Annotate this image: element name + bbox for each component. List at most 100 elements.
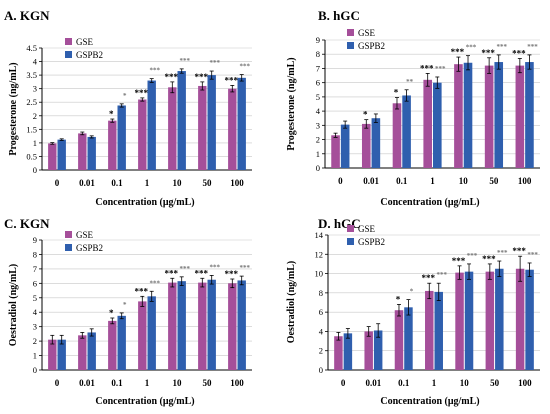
bar-gse (78, 133, 87, 170)
significance-stars: *** (135, 286, 149, 296)
y-tick-label: 1 (33, 138, 37, 148)
bar-gspb2 (464, 271, 474, 370)
significance-stars: *** (239, 264, 250, 272)
bar-gse (485, 271, 495, 370)
bar-gspb2 (237, 280, 246, 370)
legend-label: GSPB2 (358, 41, 385, 51)
bar-gspb2 (57, 139, 66, 170)
x-tick-label: 100 (230, 378, 244, 388)
bar-gse (168, 87, 177, 170)
y-tick-label: 6 (33, 278, 37, 288)
legend-swatch-gspb2 (65, 51, 72, 58)
y-tick-label: 0 (33, 365, 37, 375)
x-tick-label: 0.1 (111, 178, 123, 188)
y-tick-label: 1.5 (26, 124, 37, 134)
significance-stars: *** (436, 271, 447, 279)
x-tick-label: 0.01 (366, 378, 382, 388)
panel-title: D. hGC (318, 216, 361, 231)
x-tick-label: 0.01 (79, 378, 95, 388)
bar-gspb2 (237, 77, 246, 170)
bar-gse (78, 335, 87, 370)
bar-gspb2 (340, 124, 350, 168)
significance-stars: *** (451, 47, 465, 57)
bar-gse (228, 283, 237, 370)
x-tick-label: 1 (430, 176, 435, 186)
significance-stars: *** (482, 254, 496, 264)
y-tick-label: 6 (316, 78, 320, 88)
significance-stars: *** (195, 72, 209, 82)
x-tick-label: 10 (173, 178, 183, 188)
y-tick-label: 4 (33, 57, 38, 67)
bar-gspb2 (87, 332, 96, 370)
legend-label: GSE (358, 224, 376, 234)
bar-gse (228, 88, 237, 170)
x-tick-label: 1 (145, 378, 150, 388)
y-tick-label: 0 (319, 365, 323, 375)
y-tick-label: 6 (319, 307, 323, 317)
y-tick-label: 0 (316, 163, 320, 173)
y-axis-label: Progesterone (ng/mL) (286, 57, 297, 150)
significance-stars: *** (179, 57, 190, 65)
y-tick-label: 8 (316, 49, 320, 59)
significance-stars: *** (481, 48, 495, 58)
bar-gspb2 (525, 269, 534, 370)
y-tick-label: 2 (33, 336, 37, 346)
x-tick-label: 0.1 (396, 176, 408, 186)
significance-stars: *** (195, 268, 209, 278)
legend-label: GSE (358, 28, 376, 38)
bar-gspb2 (494, 62, 504, 168)
x-tick-label: 10 (173, 378, 183, 388)
significance-stars: *** (209, 263, 220, 271)
x-tick-label: 0.1 (111, 378, 123, 388)
y-tick-label: 2.5 (26, 97, 37, 107)
x-tick-label: 50 (203, 178, 213, 188)
y-tick-label: 3 (33, 322, 37, 332)
y-tick-label: 4 (319, 326, 324, 336)
y-tick-label: 2 (319, 346, 323, 356)
y-tick-label: 5 (33, 293, 37, 303)
bar-gspb2 (117, 315, 126, 370)
legend-label: GSPB2 (358, 237, 385, 247)
x-tick-label: 0 (55, 378, 60, 388)
x-tick-label: 0.01 (363, 176, 379, 186)
x-tick-label: 10 (460, 378, 470, 388)
legend-swatch-gspb2 (347, 238, 354, 245)
significance-stars: *** (527, 43, 538, 51)
bar-gse (394, 310, 404, 370)
y-tick-label: 1 (316, 149, 320, 159)
significance-stars: *** (512, 48, 526, 58)
significance-stars: *** (149, 279, 160, 287)
y-tick-label: 9 (33, 235, 37, 245)
bar-gse (331, 135, 340, 168)
significance-stars: *** (179, 265, 190, 273)
bar-gse (515, 65, 525, 168)
x-tick-label: 100 (518, 176, 532, 186)
y-tick-label: 9 (316, 35, 320, 45)
legend-swatch-gspb2 (347, 42, 354, 49)
x-axis-label: Concentration (μg/mL) (95, 197, 194, 208)
y-tick-label: 4 (316, 106, 321, 116)
bar-gse (108, 120, 117, 170)
legend-swatch-gse (65, 38, 72, 45)
panel-title: B. hGC (318, 8, 360, 23)
bar-gspb2 (404, 307, 413, 370)
bar-gse (198, 282, 207, 370)
y-axis-label: Progesterone (ng/mL) (8, 62, 19, 155)
significance-stars: *** (225, 75, 239, 85)
chart-panel-1: A. KGN 0 0.5 1 1.5 2 2.5 3 3.5 4 4.5 0 0.01 0.1 * * 1 ***… (4, 8, 252, 208)
bar-gspb2 (525, 62, 534, 168)
panel-title: A. KGN (4, 8, 50, 23)
legend-swatch-gspb2 (65, 244, 72, 251)
y-tick-label: 1 (33, 351, 37, 361)
y-tick-label: 8 (33, 249, 37, 259)
x-tick-label: 50 (490, 378, 500, 388)
legend-swatch-gse (347, 225, 354, 232)
bar-gspb2 (117, 105, 126, 170)
x-tick-label: 0.01 (79, 178, 95, 188)
bar-gspb2 (57, 339, 66, 370)
significance-stars: *** (209, 59, 220, 67)
significance-stars: * (123, 92, 127, 100)
y-tick-label: 10 (315, 269, 324, 279)
